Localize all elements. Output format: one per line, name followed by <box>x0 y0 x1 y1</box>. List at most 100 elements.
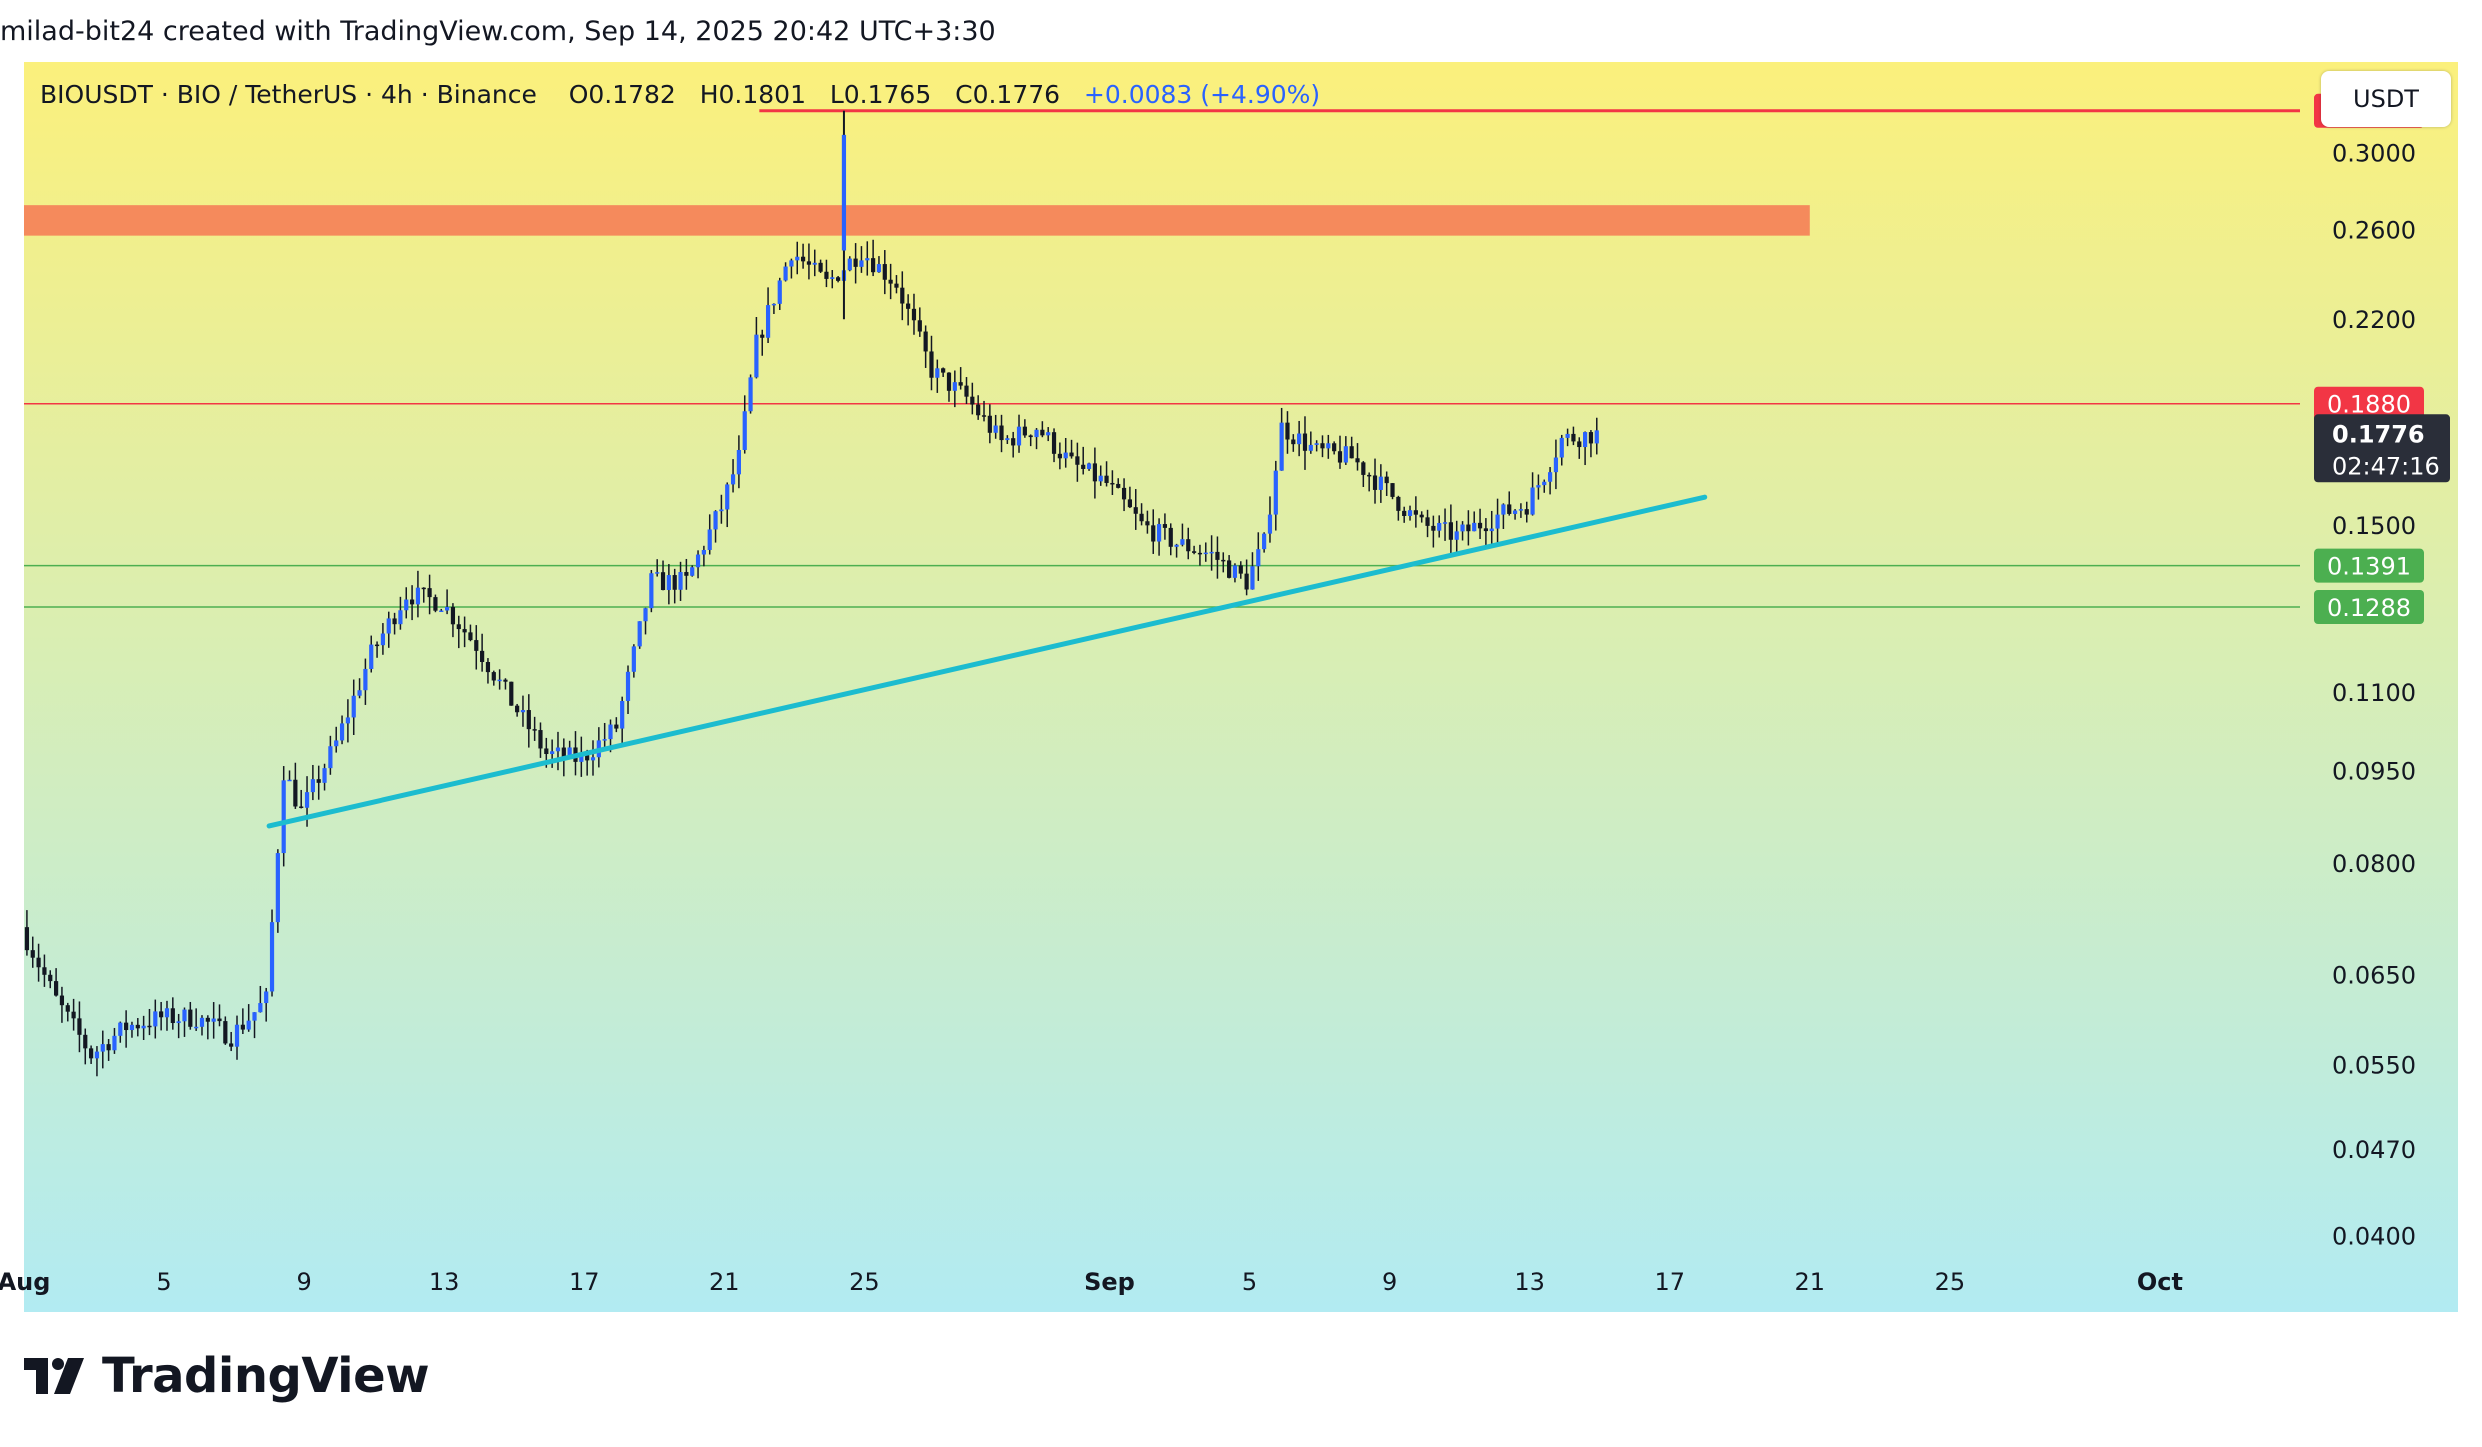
candle[interactable] <box>374 644 380 647</box>
candle[interactable] <box>1419 514 1424 518</box>
candle[interactable] <box>1151 525 1156 542</box>
candle[interactable] <box>561 747 566 758</box>
candle[interactable] <box>1477 522 1483 529</box>
candle[interactable] <box>602 739 607 741</box>
candle[interactable] <box>555 747 561 752</box>
candle[interactable] <box>293 779 298 807</box>
candle[interactable] <box>941 368 946 373</box>
candle[interactable] <box>1378 476 1383 490</box>
trend-line[interactable] <box>266 494 1708 829</box>
candle[interactable] <box>935 368 940 378</box>
candle[interactable] <box>211 1018 216 1022</box>
candle[interactable] <box>480 650 485 663</box>
candle[interactable] <box>1302 433 1308 451</box>
candle[interactable] <box>1121 487 1127 500</box>
candle[interactable] <box>1542 481 1547 486</box>
candle[interactable] <box>269 922 275 992</box>
candle[interactable] <box>509 681 514 706</box>
candle[interactable] <box>1022 426 1027 436</box>
candle[interactable] <box>1162 524 1168 528</box>
candle[interactable] <box>771 303 777 306</box>
candle[interactable] <box>1262 533 1267 550</box>
candle[interactable] <box>1297 433 1302 445</box>
candle[interactable] <box>859 260 864 267</box>
candle[interactable] <box>1588 432 1594 444</box>
candle[interactable] <box>958 382 963 386</box>
candle[interactable] <box>1063 452 1068 459</box>
candle[interactable] <box>339 723 345 741</box>
candle[interactable] <box>462 629 467 633</box>
candle[interactable] <box>170 1008 175 1024</box>
candle[interactable] <box>836 277 841 281</box>
candle[interactable] <box>147 1025 152 1028</box>
candle[interactable] <box>1291 439 1296 445</box>
symbol-pair[interactable]: BIOUSDT <box>40 80 153 109</box>
candle[interactable] <box>1267 514 1273 534</box>
candle[interactable] <box>1320 443 1325 449</box>
candle[interactable] <box>1437 522 1442 531</box>
candle[interactable] <box>30 950 35 958</box>
candle[interactable] <box>748 377 753 412</box>
candle[interactable] <box>1075 456 1080 465</box>
candle[interactable] <box>742 411 747 450</box>
candle[interactable] <box>77 1018 82 1035</box>
candle[interactable] <box>1028 435 1033 438</box>
candle[interactable] <box>1524 509 1529 515</box>
candle[interactable] <box>538 730 543 749</box>
candle[interactable] <box>59 995 65 1006</box>
candle[interactable] <box>871 258 876 273</box>
candle[interactable] <box>1191 551 1197 553</box>
candle[interactable] <box>53 981 59 996</box>
candle[interactable] <box>678 572 683 590</box>
candle[interactable] <box>812 262 817 265</box>
candle[interactable] <box>841 134 847 251</box>
candle[interactable] <box>1180 539 1185 545</box>
candle[interactable] <box>614 724 619 729</box>
candle[interactable] <box>1507 504 1512 514</box>
candle[interactable] <box>1343 446 1348 463</box>
candle[interactable] <box>100 1044 105 1052</box>
candle[interactable] <box>760 334 765 338</box>
candle[interactable] <box>1332 443 1337 452</box>
candle[interactable] <box>322 768 327 783</box>
candle[interactable] <box>1098 475 1103 482</box>
candle[interactable] <box>917 320 922 332</box>
candle[interactable] <box>281 780 286 854</box>
candle[interactable] <box>1442 522 1448 524</box>
candle[interactable] <box>234 1024 240 1047</box>
candle[interactable] <box>520 710 526 713</box>
candle[interactable] <box>1565 433 1570 438</box>
candle[interactable] <box>777 280 782 304</box>
candle[interactable] <box>1040 429 1045 436</box>
candle[interactable] <box>1536 485 1541 488</box>
candle[interactable] <box>730 474 736 485</box>
candle[interactable] <box>1057 453 1062 459</box>
candle[interactable] <box>1466 524 1471 532</box>
candle[interactable] <box>223 1021 228 1044</box>
candle[interactable] <box>474 640 479 651</box>
candle[interactable] <box>409 599 415 605</box>
candle[interactable] <box>1501 504 1506 515</box>
candle[interactable] <box>433 597 438 611</box>
candle[interactable] <box>590 757 596 761</box>
candle[interactable] <box>1308 444 1313 451</box>
candle[interactable] <box>946 372 952 391</box>
candle[interactable] <box>299 806 304 808</box>
candle[interactable] <box>830 277 835 279</box>
candle[interactable] <box>1005 438 1010 441</box>
candle[interactable] <box>1046 432 1051 436</box>
candle[interactable] <box>637 621 642 647</box>
candle[interactable] <box>351 695 356 718</box>
candle[interactable] <box>666 575 671 591</box>
candle[interactable] <box>380 633 386 646</box>
candle[interactable] <box>1209 551 1214 554</box>
candle[interactable] <box>450 606 456 625</box>
candle[interactable] <box>1279 422 1284 471</box>
candle[interactable] <box>695 554 701 568</box>
candle[interactable] <box>1559 437 1564 458</box>
candle[interactable] <box>194 1026 199 1029</box>
candle[interactable] <box>888 279 893 284</box>
candle[interactable] <box>1448 522 1453 540</box>
candle[interactable] <box>1495 514 1500 529</box>
